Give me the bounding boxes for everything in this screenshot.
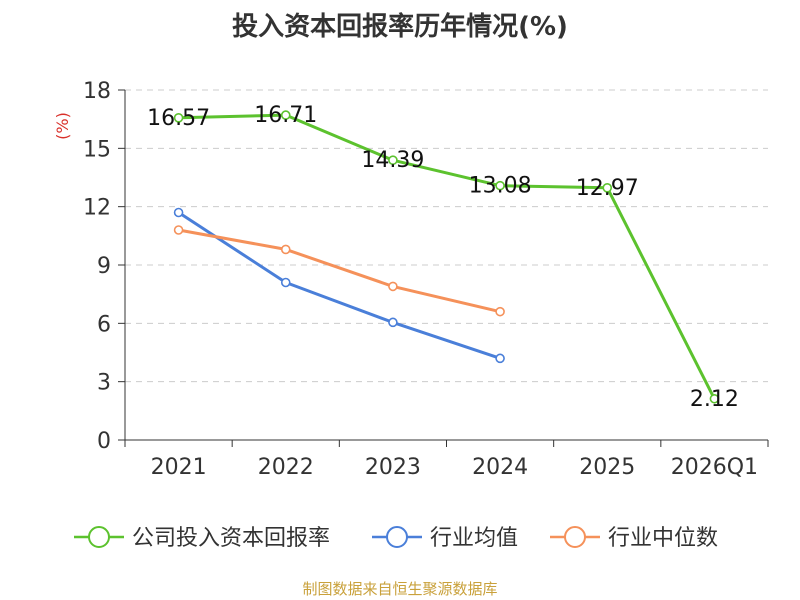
point-1-2022[interactable] [280,277,291,288]
data-label-2025: 12.97 [576,176,639,201]
point-1-2024[interactable] [495,353,505,364]
grid-lines [125,89,768,383]
y-tick-label-12: 12 [83,196,111,221]
legend-label-0: 公司投入资本回报率 [132,526,330,551]
x-tick-label-2023: 2023 [365,455,421,480]
y-tick-label-6: 6 [97,312,111,337]
data-label-2024: 13.08 [469,174,532,199]
point-2-2023[interactable] [388,281,398,292]
legend-label-1: 行业均值 [430,526,518,551]
point-0-2021[interactable] [173,113,184,123]
y-tick-label-0: 0 [97,429,111,454]
data-label-2022: 16.71 [254,103,317,128]
x-tick-label-2026Q1: 2026Q1 [671,455,758,480]
y-tick-label-9: 9 [97,254,111,279]
legend-label-2: 行业中位数 [608,526,718,551]
data-label-2026Q1: 2.12 [690,387,739,412]
point-1-2021[interactable] [173,207,184,218]
series-line-0 [177,113,716,401]
x-tick-label-2021: 2021 [151,455,207,480]
data-labels: 16.57 16.71 14.39 13.08 12.97 2.12 [147,103,739,412]
point-0-2022[interactable] [280,110,291,120]
x-tick-label-2025: 2025 [579,455,635,480]
legend-marker-0 [88,526,110,548]
point-2-2021[interactable] [173,225,184,235]
axes: 0 3 6 9 12 15 18 2021 2022 2023 2024 2025 2026Q1 (%) [53,79,769,480]
legend-marker-1 [386,526,408,548]
series-line-1 [177,211,502,360]
source-note: 制图数据来自恒生聚源数据库 [302,580,498,598]
x-tick-label-2024: 2024 [472,455,528,480]
data-label-2023: 14.39 [361,148,424,173]
y-axis-label: (%) [53,112,72,140]
series-line-2 [177,228,502,314]
legend: 公司投入资本回报率 行业均值 行业中位数 [74,526,718,551]
point-2-2022[interactable] [280,244,291,255]
series-lines [173,110,720,404]
point-0-2025[interactable] [602,183,613,193]
point-2-2024[interactable] [495,306,505,317]
data-label-2021: 16.57 [147,106,210,131]
y-tick-label-18: 18 [83,79,111,104]
point-1-2023[interactable] [388,317,398,328]
x-tick-label-2022: 2022 [258,455,314,480]
point-0-2026Q1[interactable] [709,393,720,404]
legend-marker-2 [564,526,586,548]
point-0-2024[interactable] [495,180,505,191]
y-tick-label-15: 15 [83,137,111,162]
y-tick-label-3: 3 [97,371,111,396]
chart-title: 投入资本回报率历年情况(%) [232,12,568,42]
point-0-2023[interactable] [388,155,398,165]
